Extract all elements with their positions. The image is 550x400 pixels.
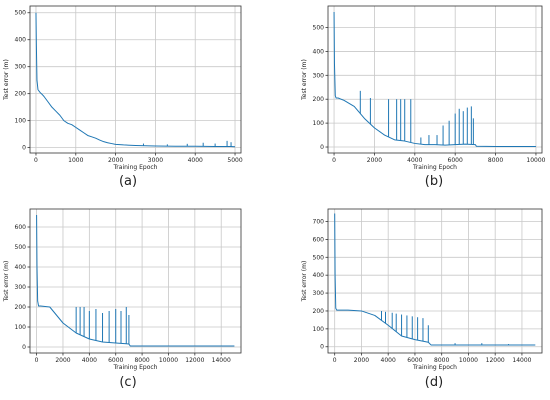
y-tick-label: 100 <box>15 118 27 125</box>
x-tick-label: 6000 <box>448 157 463 164</box>
series-line <box>36 214 235 347</box>
plot-frame <box>29 5 242 154</box>
chart-panel-2: 0 2000 4000 6000 8000 10000 0 100 200 300 400 500 Tr… <box>301 5 546 189</box>
y-tick-label: 300 <box>15 64 27 71</box>
y-tick-label: 200 <box>15 304 27 311</box>
panel-caption: (d) <box>425 375 443 390</box>
x-tick-label: 6000 <box>407 357 422 364</box>
y-axis-label: Test error (m) <box>301 59 308 101</box>
y-tick-label: 700 <box>313 219 325 226</box>
y-tick-label: 200 <box>15 91 27 98</box>
x-tick-label: 4000 <box>82 357 97 364</box>
x-axis-label: Training Epoch <box>113 164 158 171</box>
series-line <box>334 213 536 346</box>
y-tick-label: 400 <box>15 264 27 271</box>
y-tick-label: 100 <box>313 120 325 127</box>
y-axis-label: Test error (m) <box>301 261 308 303</box>
x-tick-label: 8000 <box>488 157 503 164</box>
x-tick-label: 8000 <box>134 357 149 364</box>
y-tick-label: 0 <box>22 344 26 351</box>
x-tick-label: 14000 <box>212 357 231 364</box>
x-tick-label: 0 <box>332 157 336 164</box>
y-tick-label: 400 <box>15 37 27 44</box>
y-tick-label: 500 <box>313 25 325 32</box>
x-tick-label: 10000 <box>459 357 478 364</box>
y-tick-label: 0 <box>22 145 26 152</box>
y-tick-label: 500 <box>15 244 27 251</box>
x-tick-label: 14000 <box>512 357 531 364</box>
y-tick-label: 100 <box>15 324 27 331</box>
x-tick-label: 2000 <box>55 357 70 364</box>
chart-panel-1: 0 1000 2000 3000 4000 5000 0 100 200 300 400 500 Tra… <box>3 5 243 189</box>
panel-caption: (b) <box>425 174 443 189</box>
panel-caption: (c) <box>119 375 136 390</box>
y-tick-label: 300 <box>15 284 27 291</box>
y-tick-label: 0 <box>320 344 324 351</box>
x-tick-label: 12000 <box>185 357 204 364</box>
y-tick-label: 300 <box>313 290 325 297</box>
y-axis-label: Test error (m) <box>3 59 10 101</box>
chart-panel-3: 0 2000 4000 6000 8000 10000 12000 14000 0 100 200 3… <box>3 208 242 390</box>
x-tick-label: 1000 <box>68 157 83 164</box>
x-tick-label: 8000 <box>434 357 449 364</box>
series-line <box>333 11 536 148</box>
y-tick-label: 300 <box>313 72 325 79</box>
plot-frame <box>327 208 543 354</box>
x-tick-label: 12000 <box>486 357 505 364</box>
x-tick-label: 3000 <box>148 157 163 164</box>
y-axis-label: Test error (m) <box>3 261 10 303</box>
x-tick-label: 4000 <box>188 157 203 164</box>
y-tick-label: 500 <box>15 10 27 17</box>
y-tick-label: 200 <box>313 308 325 315</box>
x-tick-label: 0 <box>34 157 38 164</box>
y-tick-label: 0 <box>320 144 324 151</box>
x-tick-label: 10000 <box>526 157 545 164</box>
y-tick-label: 600 <box>15 224 27 231</box>
plot-frame <box>327 5 543 154</box>
series-line <box>35 12 236 148</box>
x-tick-label: 5000 <box>227 157 242 164</box>
x-tick-label: 0 <box>35 357 39 364</box>
x-tick-label: 6000 <box>108 357 123 364</box>
x-tick-label: 2000 <box>367 157 382 164</box>
chart-panel-4: 0 2000 4000 6000 8000 10000 12000 14000 0 100 200 3… <box>301 208 543 390</box>
y-tick-label: 400 <box>313 272 325 279</box>
y-tick-label: 500 <box>313 254 325 261</box>
x-tick-label: 0 <box>333 357 337 364</box>
y-tick-label: 400 <box>313 48 325 55</box>
x-tick-label: 10000 <box>159 357 178 364</box>
panel-caption: (a) <box>119 174 137 189</box>
y-tick-label: 100 <box>313 326 325 333</box>
y-tick-label: 200 <box>313 96 325 103</box>
y-tick-label: 600 <box>313 236 325 243</box>
x-tick-label: 4000 <box>407 157 422 164</box>
x-tick-label: 2000 <box>354 357 369 364</box>
x-tick-label: 4000 <box>381 357 396 364</box>
x-axis-label: Training Epoch <box>412 164 457 171</box>
x-tick-label: 2000 <box>108 157 123 164</box>
x-axis-label: Training Epoch <box>412 364 457 371</box>
x-axis-label: Training Epoch <box>113 364 158 371</box>
plot-frame <box>29 208 242 354</box>
